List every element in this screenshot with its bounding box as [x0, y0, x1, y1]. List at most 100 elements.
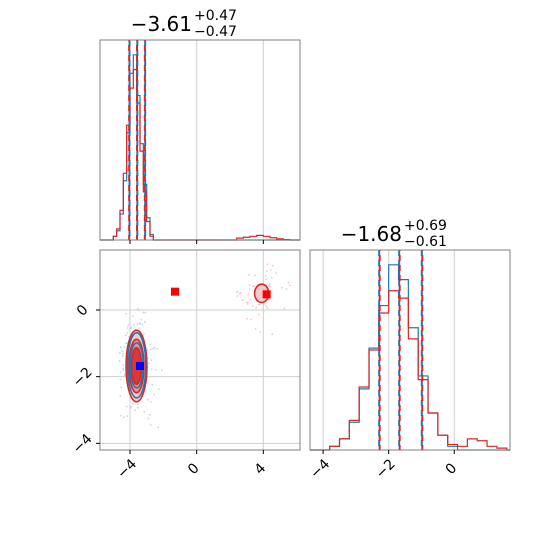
sample-point-blue [157, 426, 160, 429]
marker-red [262, 290, 271, 299]
sample-point-red [259, 303, 261, 306]
sample-point-blue [122, 369, 125, 372]
scatter-x-tick-label: −4 [114, 456, 140, 482]
sample-point-blue [136, 323, 139, 326]
sample-point-blue [134, 409, 136, 412]
right-hist-x-tick-label: −2 [373, 456, 399, 482]
sample-point-blue [137, 406, 140, 409]
sample-point-blue [132, 315, 134, 318]
sample-point-blue [138, 309, 141, 311]
sample-point-red [252, 305, 254, 307]
sample-point-blue [129, 407, 132, 409]
sample-point-blue [126, 332, 128, 334]
sample-point-red [266, 307, 268, 310]
sample-point-blue [128, 336, 130, 338]
sample-point-red [248, 288, 251, 290]
sample-point-blue [150, 368, 153, 371]
sample-point-red [265, 305, 267, 307]
sample-point-red [265, 278, 268, 280]
sample-point-red [255, 306, 257, 309]
sample-point-red [285, 288, 288, 290]
sample-point-blue [120, 386, 123, 389]
right-hist-series-blue [310, 264, 510, 451]
sample-point-blue [119, 352, 121, 354]
sample-point-blue [137, 403, 139, 405]
sample-point-red [269, 283, 271, 285]
right-hist-title-lower-error: −0.61 [404, 234, 447, 250]
sample-point-blue [122, 367, 125, 370]
sample-point-blue [161, 369, 163, 371]
sample-point-red [236, 295, 239, 297]
sample-point-blue [119, 378, 121, 381]
sample-point-blue [130, 326, 132, 329]
sample-point-red [254, 274, 256, 277]
sample-point-blue [150, 424, 152, 426]
sample-point-blue [140, 318, 142, 321]
sample-point-red [250, 318, 252, 321]
scatter-y-tick-label: 0 [74, 302, 92, 320]
sample-point-blue [119, 415, 122, 417]
sample-point-red [254, 327, 257, 330]
sample-point-blue [126, 327, 129, 329]
sample-point-red [250, 298, 252, 301]
sample-point-red [268, 299, 270, 301]
sample-point-red [248, 284, 251, 286]
sample-point-blue [125, 312, 127, 315]
sample-point-red [262, 311, 265, 313]
sample-point-red [252, 285, 254, 287]
sample-point-blue [156, 348, 159, 350]
sample-point-red [283, 307, 286, 310]
sample-point-blue [149, 343, 151, 346]
sample-point-blue [126, 405, 128, 408]
sample-point-red [247, 302, 249, 304]
sample-point-blue [147, 357, 149, 359]
sample-point-red [275, 272, 278, 274]
sample-point-blue [150, 348, 152, 351]
top-hist-series-blue [100, 54, 300, 241]
sample-point-blue [147, 362, 150, 365]
sample-point-blue [133, 323, 135, 326]
sample-point-blue [122, 416, 125, 418]
sample-point-red [235, 291, 238, 294]
scatter-frame [99, 249, 301, 451]
sample-point-blue [154, 347, 156, 349]
scatter-x-tick-label: 4 [252, 460, 270, 478]
sample-point-blue [124, 334, 127, 336]
right-hist-x-tick-label: −4 [307, 456, 333, 482]
sample-point-red [237, 290, 239, 293]
sample-point-red [272, 264, 274, 267]
right-hist-frame [309, 249, 511, 451]
top-hist-frame [99, 39, 301, 241]
sample-point-blue [129, 326, 131, 329]
sample-point-blue [119, 346, 122, 348]
sample-point-blue [131, 402, 134, 405]
sample-point-red [271, 333, 273, 336]
right-hist-panel: −1.68 +0.69−0.61 [309, 218, 511, 454]
sample-point-blue [147, 399, 150, 401]
sample-point-red [253, 285, 256, 287]
right-hist-series-red [310, 290, 510, 451]
sample-point-blue [118, 360, 121, 362]
sample-point-red [258, 303, 260, 306]
sample-point-blue [143, 333, 145, 335]
top-hist-series-red [100, 69, 300, 241]
sample-point-red [263, 303, 265, 305]
sample-point-blue [146, 349, 149, 352]
sample-point-red [266, 263, 269, 266]
sample-point-blue [126, 415, 128, 417]
scatter-plot-area [100, 250, 300, 450]
sample-point-blue [122, 353, 124, 355]
sample-point-blue [127, 324, 130, 327]
sample-point-blue [154, 369, 157, 371]
scatter-panel: −4 0 4 0 −2 −4 [70, 249, 301, 482]
sample-point-blue [122, 364, 125, 366]
sample-point-blue [142, 311, 145, 314]
sample-point-red [247, 303, 249, 305]
sample-point-blue [119, 395, 122, 397]
marker-blue [136, 362, 144, 370]
sample-point-blue [123, 346, 126, 348]
sample-point-blue [121, 350, 123, 352]
sample-point-red [281, 286, 283, 289]
sample-point-blue [139, 323, 141, 325]
